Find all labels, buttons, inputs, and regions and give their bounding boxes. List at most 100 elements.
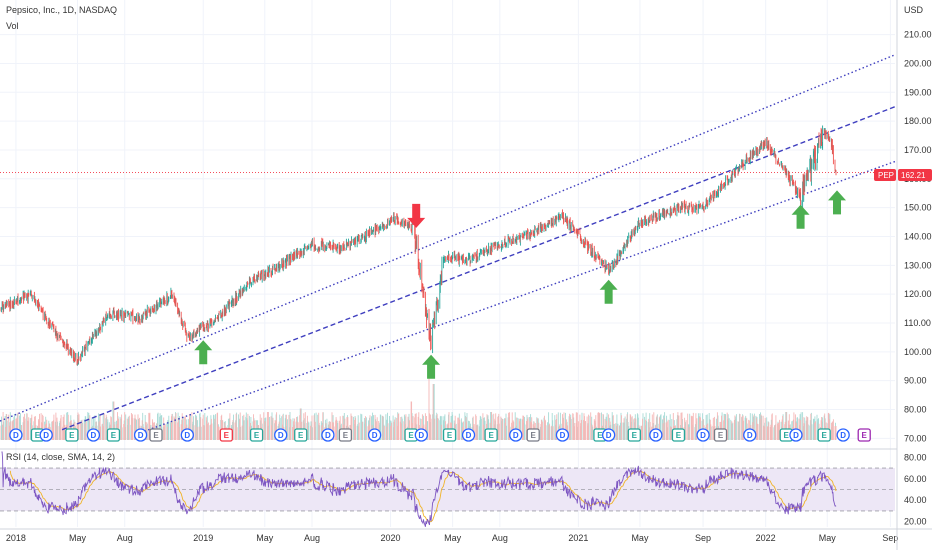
earnings-box — [338, 428, 353, 442]
channel-lines[interactable] — [0, 54, 896, 434]
earnings-marker[interactable]: E — [294, 428, 308, 442]
earnings-marker[interactable]: E — [484, 428, 498, 442]
dividend-marker[interactable]: D — [555, 428, 570, 442]
channel-line-1[interactable] — [0, 54, 896, 422]
earnings-marker[interactable]: E — [627, 428, 641, 442]
earnings-marker[interactable]: E — [817, 428, 831, 442]
earnings-marker[interactable]: E — [106, 428, 121, 442]
dividend-marker[interactable]: D — [86, 428, 101, 442]
event-letter: D — [747, 431, 753, 440]
earnings-marker[interactable]: E — [526, 428, 540, 442]
earnings-marker[interactable]: E — [338, 428, 353, 442]
dividend-circle — [601, 428, 616, 442]
dividend-circle — [696, 428, 710, 442]
dividend-marker[interactable]: D — [274, 428, 288, 442]
ticker-badge — [874, 169, 896, 181]
earnings-marker[interactable]: E — [713, 428, 728, 442]
price-tick-label: 90.00 — [904, 376, 927, 386]
event-letter: E — [69, 431, 75, 440]
price-tick-label: 70.00 — [904, 433, 927, 443]
dividend-marker[interactable]: D — [743, 428, 757, 442]
time-tick-label: Sep — [882, 533, 898, 543]
earnings-marker[interactable]: E — [442, 428, 457, 442]
event-letter: D — [653, 431, 659, 440]
dividend-marker[interactable]: D — [461, 428, 476, 442]
dividend-marker[interactable]: D — [601, 428, 616, 442]
earnings-marker[interactable]: E — [671, 428, 686, 442]
price-badge — [898, 169, 932, 181]
green-up-arrow-icon[interactable] — [791, 204, 810, 229]
rsi-pane[interactable] — [0, 451, 895, 527]
earnings-marker[interactable]: E — [219, 428, 233, 442]
dividend-marker[interactable]: D — [39, 428, 53, 442]
price-tick-label: 140.00 — [904, 231, 932, 241]
time-tick-label: 2019 — [193, 533, 213, 543]
green-up-arrow-icon[interactable] — [599, 279, 618, 304]
channel-line-2[interactable] — [61, 106, 896, 431]
down-candles — [0, 127, 837, 366]
dividend-circle — [321, 428, 335, 442]
dividend-marker[interactable]: D — [9, 428, 23, 442]
earnings-marker[interactable]: E — [149, 428, 163, 442]
event-letter: E — [447, 431, 453, 440]
event-letter: E — [343, 431, 349, 440]
event-letter: E — [153, 431, 159, 440]
dividend-marker[interactable]: D — [367, 428, 382, 442]
green-up-arrow-icon[interactable] — [422, 354, 441, 379]
event-letter: D — [793, 431, 799, 440]
event-letter: E — [408, 431, 414, 440]
earnings-box — [106, 428, 121, 442]
rsi-tick-label: 20.00 — [904, 517, 927, 527]
dividend-circle — [274, 428, 288, 442]
dividend-marker[interactable]: D — [133, 428, 148, 442]
event-letter: D — [560, 431, 566, 440]
earnings-box — [713, 428, 728, 442]
red-down-arrow-icon[interactable] — [407, 203, 426, 228]
arrow-shape — [407, 203, 426, 228]
time-tick-label: Sep — [695, 533, 711, 543]
last-price-tag[interactable]: PEP 162.21 — [874, 169, 932, 181]
event-letter: D — [700, 431, 706, 440]
time-tick-label: 2018 — [6, 533, 26, 543]
dividend-marker[interactable]: D — [509, 428, 523, 442]
dividend-marker[interactable]: D — [414, 428, 428, 442]
dividend-circle — [9, 428, 23, 442]
dividend-circle — [649, 428, 663, 442]
event-letter: E — [597, 431, 603, 440]
rsi-sma-line — [9, 470, 837, 523]
event-letter: D — [840, 431, 846, 440]
earnings-marker[interactable]: E — [249, 428, 264, 442]
dividend-marker[interactable]: D — [321, 428, 335, 442]
dividend-circle — [86, 428, 101, 442]
green-up-arrow-icon[interactable] — [828, 190, 847, 215]
dividend-marker[interactable]: D — [836, 428, 850, 442]
arrow-shape — [828, 190, 847, 215]
dividend-circle — [743, 428, 757, 442]
event-letter: D — [325, 431, 331, 440]
earnings-marker[interactable]: E — [857, 428, 871, 442]
arrow-shape — [791, 204, 810, 229]
event-letter: D — [418, 431, 424, 440]
price-tick-label: 190.00 — [904, 87, 932, 97]
price-text: 162.21 — [901, 171, 926, 180]
price-tick-label: 200.00 — [904, 58, 932, 68]
dividend-marker[interactable]: D — [180, 428, 194, 442]
currency-label: USD — [904, 5, 924, 15]
dividend-marker[interactable]: D — [789, 428, 803, 442]
ticker-text: PEP — [878, 171, 894, 180]
dividend-marker[interactable]: D — [696, 428, 710, 442]
dividend-circle — [180, 428, 194, 442]
green-up-arrow-icon[interactable] — [194, 340, 213, 365]
price-tick-label: 180.00 — [904, 116, 932, 126]
dividend-marker[interactable]: D — [649, 428, 663, 442]
arrow-shape — [194, 340, 213, 365]
dividend-circle — [555, 428, 570, 442]
earnings-marker[interactable]: E — [65, 428, 79, 442]
arrow-annotations[interactable] — [194, 190, 847, 379]
time-tick-label: Aug — [117, 533, 133, 543]
channel-line-3[interactable] — [140, 160, 896, 434]
earnings-marker[interactable]: E — [404, 428, 418, 442]
